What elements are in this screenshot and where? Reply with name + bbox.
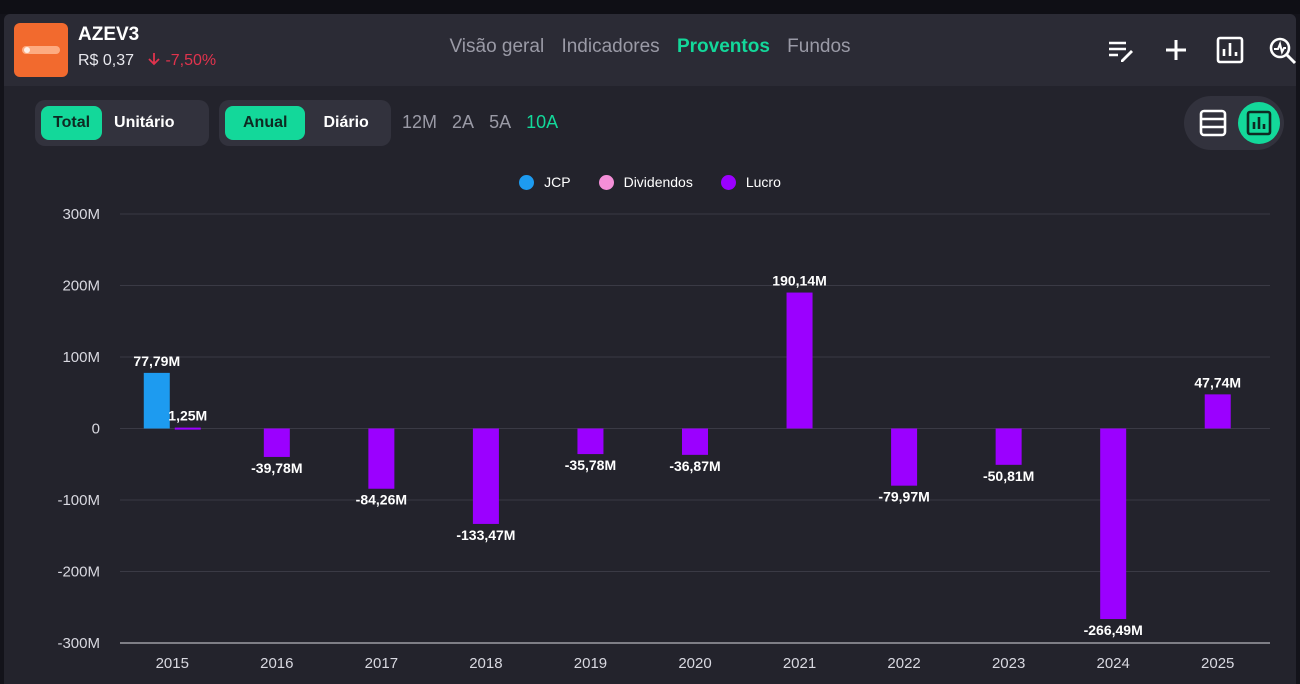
bar-lucro-2018[interactable]	[472, 428, 499, 524]
y-tick-label: -100M	[57, 492, 100, 509]
nav-tab-proventos[interactable]: Proventos	[676, 36, 770, 57]
legend-item-lucro[interactable]: Lucro	[720, 174, 781, 190]
data-label-lucro-2020: -36,87M	[669, 458, 720, 474]
x-tick-label: 2022	[887, 655, 920, 672]
period-12m[interactable]: 12M	[402, 112, 438, 132]
y-tick-label: -300M	[57, 635, 100, 652]
data-label-lucro-2017: -84,26M	[356, 492, 407, 508]
logo-mark-icon	[22, 46, 60, 54]
legend-dot-dividendos	[598, 174, 614, 190]
proventos-panel: Total Unitário Anual Diário 12M 2A 5A 10…	[4, 86, 1296, 684]
freq-anual-button[interactable]: Anual	[225, 106, 306, 140]
frequency-toggle: Anual Diário	[219, 100, 391, 146]
x-tick-label: 2025	[1201, 655, 1234, 672]
app-header: AZEV3 R$ 0,37 -7,50% Visão geral Indicad…	[4, 14, 1298, 86]
x-tick-label: 2024	[1096, 655, 1129, 672]
x-tick-label: 2015	[156, 655, 189, 672]
mode-unitario-button[interactable]: Unitário	[114, 114, 175, 131]
legend-label-jcp: JCP	[544, 174, 571, 190]
legend-dot-jcp	[519, 174, 535, 190]
period-2a[interactable]: 2A	[452, 112, 475, 132]
x-tick-label: 2018	[469, 655, 502, 672]
x-tick-label: 2023	[992, 655, 1025, 672]
bar-lucro-2021[interactable]	[786, 292, 813, 429]
mode-total-button[interactable]: Total	[41, 106, 103, 140]
arrow-down-icon	[148, 53, 160, 66]
data-label-lucro-2016: -39,78M	[251, 460, 302, 476]
stock-price: R$ 0,37	[78, 52, 135, 69]
table-view-icon[interactable]	[1196, 106, 1230, 140]
data-label-lucro-2021: 190,14M	[772, 273, 826, 289]
data-label-lucro-2025: 47,74M	[1194, 374, 1241, 390]
y-tick-label: -200M	[57, 564, 100, 581]
search-chart-icon[interactable]	[1266, 34, 1298, 66]
freq-diario-button[interactable]: Diário	[323, 114, 369, 131]
period-10a[interactable]: 10A	[526, 112, 559, 132]
x-tick-label: 2021	[783, 655, 816, 672]
bar-lucro-2024[interactable]	[1100, 428, 1127, 620]
company-logo	[14, 23, 68, 77]
legend-label-dividendos: Dividendos	[623, 174, 693, 190]
data-label-lucro-2015: 1,25M	[168, 408, 207, 424]
price-change-value: -7,50%	[165, 52, 217, 69]
window-top-strip	[0, 0, 1300, 14]
data-label-lucro-2018: -133,47M	[456, 527, 515, 543]
mode-toggle: Total Unitário	[35, 100, 209, 146]
bar-lucro-2025[interactable]	[1204, 394, 1231, 429]
x-tick-label: 2019	[574, 655, 607, 672]
price-change: -7,50%	[147, 52, 216, 70]
bar-lucro-2015[interactable]	[174, 427, 201, 430]
y-tick-label: 200M	[62, 278, 100, 295]
chart-view-icon[interactable]	[1238, 102, 1280, 144]
legend-label-lucro: Lucro	[745, 174, 781, 190]
edit-list-icon[interactable]	[1104, 34, 1136, 66]
bar-lucro-2022[interactable]	[891, 428, 918, 486]
nav-tab-indicadores[interactable]: Indicadores	[561, 36, 660, 57]
period-selector: 12M 2A 5A 10A	[402, 112, 568, 133]
bar-lucro-2016[interactable]	[263, 428, 290, 457]
plus-icon[interactable]	[1160, 34, 1192, 66]
view-toggle	[1184, 96, 1284, 150]
chart-box-icon[interactable]	[1214, 34, 1246, 66]
nav-tab-fundos[interactable]: Fundos	[787, 36, 851, 57]
bar-lucro-2017[interactable]	[368, 428, 395, 489]
y-tick-label: 0	[92, 421, 100, 438]
legend-dot-lucro	[720, 174, 736, 190]
bar-jcp-2015[interactable]	[143, 372, 170, 429]
proventos-chart: 300M 200M 100M 0 -100M -200M -300M 2015 77,79M 1,…	[57, 206, 1270, 672]
x-tick-label: 2020	[678, 655, 711, 672]
data-label-lucro-2023: -50,81M	[983, 468, 1034, 484]
bar-lucro-2020[interactable]	[682, 428, 708, 455]
data-label-lucro-2022: -79,97M	[878, 489, 929, 505]
data-label-lucro-2024: -266,49M	[1084, 622, 1143, 638]
y-tick-label: 300M	[62, 206, 100, 223]
legend-item-dividendos[interactable]: Dividendos	[598, 174, 693, 190]
period-5a[interactable]: 5A	[489, 112, 512, 132]
chart-legend: JCP Dividendos Lucro	[4, 174, 1296, 190]
ticker-symbol: AZEV3	[78, 24, 140, 45]
legend-item-jcp[interactable]: JCP	[519, 174, 571, 190]
x-tick-label: 2016	[260, 655, 293, 672]
bar-lucro-2023[interactable]	[995, 428, 1022, 465]
y-tick-label: 100M	[62, 349, 100, 366]
data-label-lucro-2019: -35,78M	[565, 457, 616, 473]
data-label-jcp-2015: 77,79M	[133, 353, 180, 369]
main-nav: Visão geral Indicadores Proventos Fundos	[4, 36, 1296, 58]
bar-lucro-2019[interactable]	[577, 428, 604, 455]
x-tick-label: 2017	[365, 655, 398, 672]
nav-tab-visao-geral[interactable]: Visão geral	[449, 36, 545, 57]
